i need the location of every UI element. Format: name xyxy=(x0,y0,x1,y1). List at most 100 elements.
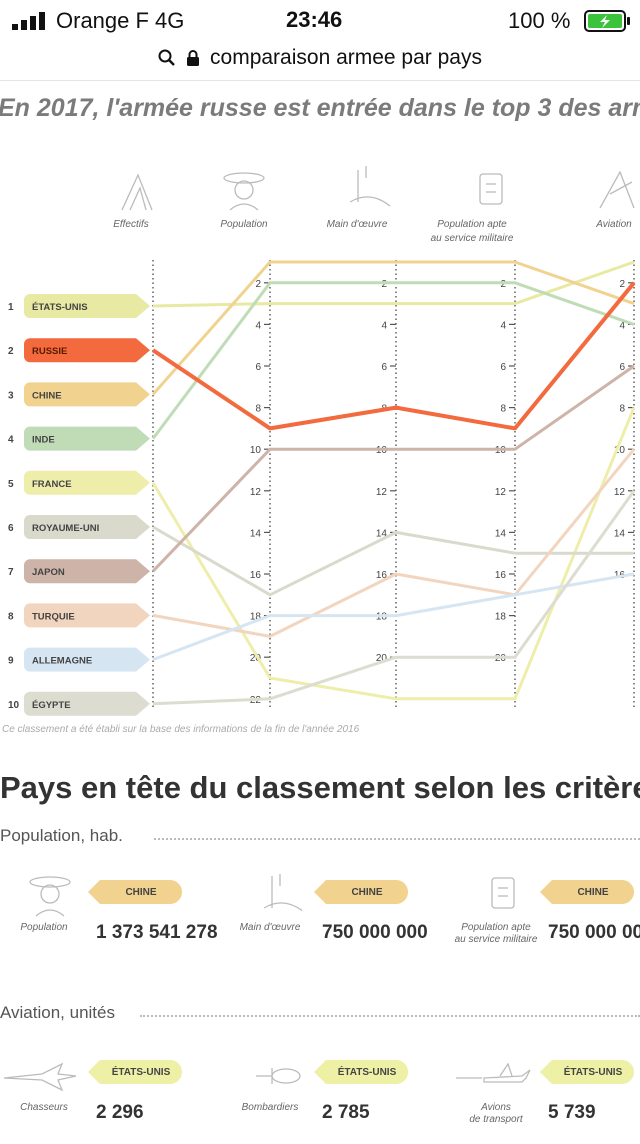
series-line-inde xyxy=(151,281,635,440)
series-line-royaume-uni xyxy=(152,525,634,597)
criterion-1: Population CHINE 1 373 541 278 xyxy=(10,872,218,964)
tick-label: 12 xyxy=(614,487,626,498)
country-tag xyxy=(24,426,150,451)
population-heading: Population, hab. xyxy=(0,826,123,845)
country-tag xyxy=(24,691,150,716)
ranking-chart: Effectifs Population Main d'œuvre Popula… xyxy=(0,160,640,750)
country-label: CHINE xyxy=(32,390,62,401)
tick-label: 18 xyxy=(250,612,262,623)
battery-charging-icon xyxy=(584,10,630,32)
tick-label: 18 xyxy=(495,612,507,623)
chart-footnote: Ce classement a été établi sur la base d… xyxy=(2,724,360,735)
ranking-chart-svg: Effectifs Population Main d'œuvre Popula… xyxy=(8,166,636,716)
tick-label: 16 xyxy=(250,570,262,581)
tick-label: 4 xyxy=(500,320,506,331)
axis-label-population: Population xyxy=(220,219,268,230)
tick-label: 8 xyxy=(619,404,625,415)
rank-number: 3 xyxy=(8,390,14,401)
article-headline: En 2017, l'armée russe est entrée dans l… xyxy=(0,94,640,122)
criterion-value: 750 000 000 xyxy=(322,922,428,943)
rank-number: 10 xyxy=(8,700,20,711)
series-line-turquie xyxy=(152,448,636,638)
country-tag xyxy=(24,515,150,539)
tick-label: 10 xyxy=(250,445,262,456)
leader-country-tag: CHINE xyxy=(540,880,634,904)
leader-country-tag: CHINE xyxy=(88,880,182,904)
tick-label: 8 xyxy=(500,404,506,415)
criterion-3: Avions de transport ÉTATS-UNIS 5 739 xyxy=(456,1052,640,1144)
criterion-label: Avions de transport xyxy=(446,1102,546,1126)
criterion-value: 5 739 xyxy=(548,1102,596,1123)
tick-label: 4 xyxy=(381,320,387,331)
divider xyxy=(0,80,640,81)
country-tag xyxy=(24,603,150,628)
tick-label: 2 xyxy=(255,279,261,290)
country-label: INDE xyxy=(32,435,55,446)
tick-label: 2 xyxy=(619,279,625,290)
clock: 23:46 xyxy=(286,7,343,32)
rank-number: 4 xyxy=(8,435,14,446)
tick-label: 16 xyxy=(376,570,388,581)
country-tag xyxy=(24,338,150,363)
axis-label-aviation: Aviation xyxy=(595,219,632,230)
tick-label: 12 xyxy=(250,487,262,498)
series-line-japon xyxy=(151,364,635,573)
tick-label: 14 xyxy=(376,528,388,539)
criterion-2: Bombardiers ÉTATS-UNIS 2 785 xyxy=(236,1052,414,1144)
address-bar[interactable]: comparaison armee par pays xyxy=(0,40,640,76)
criterion-label: Bombardiers xyxy=(241,1102,299,1113)
criterion-2: Main d'œuvre CHINE 750 000 000 xyxy=(236,872,428,964)
country-tag xyxy=(24,470,150,495)
tick-label: 10 xyxy=(614,445,626,456)
country-label: TURQUIE xyxy=(32,611,75,622)
tick-label: 14 xyxy=(614,528,626,539)
soldier-icon xyxy=(121,173,153,211)
country-tag xyxy=(24,559,150,584)
criterion-label-line2: au service militaire xyxy=(454,934,538,945)
criterion-label: Main d'œuvre xyxy=(239,922,301,933)
criterion-1: Chasseurs ÉTATS-UNIS 2 296 xyxy=(3,1052,188,1144)
criterion-value: 2 785 xyxy=(322,1102,370,1123)
tick-label: 16 xyxy=(495,570,507,581)
tick-label: 14 xyxy=(495,528,507,539)
workforce-icon xyxy=(263,874,302,912)
country-tag xyxy=(24,382,150,407)
transport-plane-icon xyxy=(456,1062,531,1083)
axis-label-fit-population-1: Population apte xyxy=(437,219,507,230)
workforce-icon xyxy=(349,166,391,207)
tick-label: 12 xyxy=(495,487,507,498)
series-line-chine xyxy=(151,260,635,396)
country-label: ÉTATS-UNIS xyxy=(32,302,88,313)
battery-percent: 100 % xyxy=(508,8,571,33)
country-label: JAPON xyxy=(32,567,65,578)
criterion-label: Population apte au service militaire xyxy=(446,922,546,946)
leader-country-tag: CHINE xyxy=(314,880,408,904)
country-label: FRANCE xyxy=(32,479,72,490)
rank-number: 2 xyxy=(8,346,14,357)
tick-label: 6 xyxy=(255,362,261,373)
series-line-égypte xyxy=(152,489,636,706)
criterion-value: 1 373 541 278 xyxy=(96,922,218,943)
population-icon xyxy=(223,172,265,211)
axis-label-fit-population-2: au service militaire xyxy=(431,233,514,244)
country-tag xyxy=(24,647,150,672)
aviation-icon xyxy=(599,170,635,209)
series-line-russie xyxy=(151,281,636,431)
country-label: ÉGYPTE xyxy=(32,700,71,711)
section-title: Pays en tête du classement selon les cri… xyxy=(0,770,640,805)
rank-number: 8 xyxy=(8,611,14,622)
tick-label: 8 xyxy=(255,404,261,415)
military-document-icon xyxy=(491,877,515,909)
tick-label: 6 xyxy=(381,362,387,373)
tick-label: 12 xyxy=(376,487,388,498)
population-heading-rule xyxy=(154,838,640,840)
tick-label: 6 xyxy=(500,362,506,373)
tick-label: 20 xyxy=(376,653,388,664)
signal-icon xyxy=(12,12,45,30)
lock-icon xyxy=(187,50,200,66)
axis-label-workforce: Main d'œuvre xyxy=(327,219,388,230)
country-label: ALLEMAGNE xyxy=(32,656,92,667)
rank-number: 5 xyxy=(8,479,14,490)
country-label: RUSSIE xyxy=(32,346,67,357)
series-line-allemagne xyxy=(152,572,635,662)
